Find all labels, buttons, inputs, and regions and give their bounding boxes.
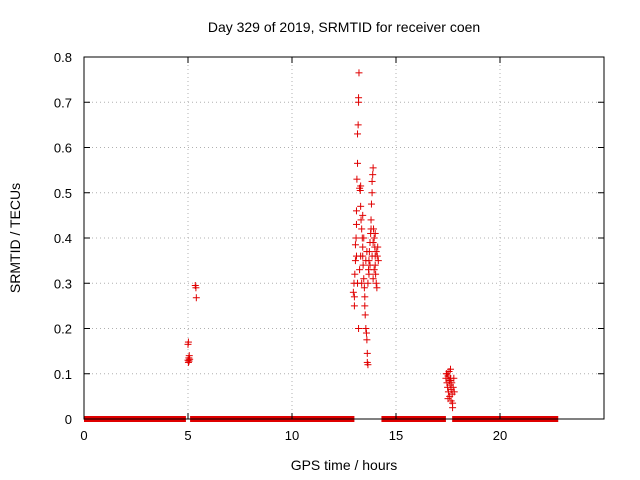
data-point bbox=[184, 338, 192, 346]
data-point bbox=[368, 177, 376, 185]
data-point bbox=[366, 261, 374, 269]
data-point bbox=[357, 216, 365, 224]
data-point bbox=[350, 302, 358, 310]
data-point bbox=[369, 164, 377, 172]
data-point bbox=[360, 275, 368, 283]
data-point bbox=[374, 243, 382, 251]
data-point bbox=[363, 349, 371, 357]
data-point bbox=[364, 361, 372, 369]
data-point bbox=[354, 121, 362, 129]
data-point bbox=[357, 182, 365, 190]
y-tick-label: 0.2 bbox=[54, 322, 72, 337]
y-tick-label: 0.7 bbox=[54, 95, 72, 110]
y-axis-label: SRMTID / TECUs bbox=[7, 183, 23, 293]
data-point bbox=[370, 225, 378, 233]
data-point bbox=[185, 357, 193, 365]
x-tick-label: 20 bbox=[493, 428, 507, 443]
data-point bbox=[361, 311, 369, 319]
y-tick-label: 0.4 bbox=[54, 231, 72, 246]
data-point bbox=[362, 329, 370, 337]
data-point bbox=[356, 266, 364, 274]
data-point bbox=[355, 69, 363, 77]
data-point bbox=[186, 355, 194, 363]
data-point bbox=[353, 175, 361, 183]
x-tick-label: 5 bbox=[184, 428, 191, 443]
data-point bbox=[368, 252, 376, 260]
data-point bbox=[192, 294, 200, 302]
data-point bbox=[368, 189, 376, 197]
data-point bbox=[355, 94, 363, 102]
data-point bbox=[349, 288, 357, 296]
data-point bbox=[364, 279, 372, 287]
data-point bbox=[352, 207, 360, 215]
data-point bbox=[354, 130, 362, 138]
y-tick-label: 0.8 bbox=[54, 50, 72, 65]
data-point bbox=[450, 388, 458, 396]
data-point bbox=[372, 248, 380, 256]
data-points bbox=[184, 69, 458, 412]
data-point bbox=[449, 383, 457, 391]
data-point bbox=[361, 293, 369, 301]
data-point bbox=[359, 261, 367, 269]
y-axis-ticks: 0 0.1 0.2 0.3 0.4 0.5 0.6 0.7 0.8 bbox=[54, 50, 604, 427]
data-point bbox=[362, 325, 370, 332]
data-point bbox=[373, 284, 381, 292]
x-tick-label: 10 bbox=[285, 428, 299, 443]
data-point bbox=[369, 275, 377, 283]
x-axis-label: GPS time / hours bbox=[291, 457, 398, 473]
data-point bbox=[352, 252, 360, 260]
y-tick-label: 0.6 bbox=[54, 141, 72, 156]
data-point bbox=[369, 239, 377, 247]
data-point bbox=[359, 211, 367, 219]
data-point bbox=[358, 279, 366, 287]
data-point bbox=[352, 234, 360, 242]
y-tick-label: 0 bbox=[65, 412, 72, 427]
data-point bbox=[371, 229, 379, 237]
data-point bbox=[367, 200, 375, 208]
data-point bbox=[443, 370, 451, 378]
x-tick-label: 15 bbox=[389, 428, 403, 443]
data-point bbox=[352, 220, 360, 228]
data-point bbox=[351, 241, 359, 249]
data-point bbox=[374, 257, 382, 265]
data-point bbox=[444, 395, 452, 403]
y-tick-label: 0.3 bbox=[54, 276, 72, 291]
x-axis-ticks: 0 5 10 15 20 bbox=[80, 57, 507, 443]
data-point bbox=[360, 234, 368, 242]
data-point bbox=[351, 257, 359, 265]
data-point bbox=[360, 284, 368, 292]
data-point bbox=[359, 243, 367, 251]
data-point bbox=[355, 325, 363, 332]
x-tick-label: 0 bbox=[80, 428, 87, 443]
data-point bbox=[362, 257, 370, 265]
data-point bbox=[354, 159, 362, 167]
data-point bbox=[449, 404, 457, 412]
data-point bbox=[370, 266, 378, 274]
y-tick-label: 0.5 bbox=[54, 186, 72, 201]
data-point bbox=[365, 270, 373, 278]
data-point bbox=[446, 365, 454, 373]
data-point bbox=[363, 336, 371, 344]
grid bbox=[84, 57, 604, 419]
data-point bbox=[372, 270, 380, 278]
data-point bbox=[351, 270, 359, 278]
chart-title: Day 329 of 2019, SRMTID for receiver coe… bbox=[208, 19, 480, 35]
data-point bbox=[361, 302, 369, 310]
data-point bbox=[192, 284, 200, 292]
data-point bbox=[363, 248, 371, 256]
data-point bbox=[369, 171, 377, 179]
data-point bbox=[446, 377, 454, 385]
data-point bbox=[358, 225, 366, 233]
data-point bbox=[370, 234, 378, 242]
y-tick-label: 0.1 bbox=[54, 367, 72, 382]
data-point bbox=[450, 374, 458, 382]
data-point bbox=[357, 202, 365, 210]
data-point bbox=[372, 279, 380, 287]
data-point bbox=[367, 216, 375, 224]
data-point bbox=[350, 293, 358, 301]
